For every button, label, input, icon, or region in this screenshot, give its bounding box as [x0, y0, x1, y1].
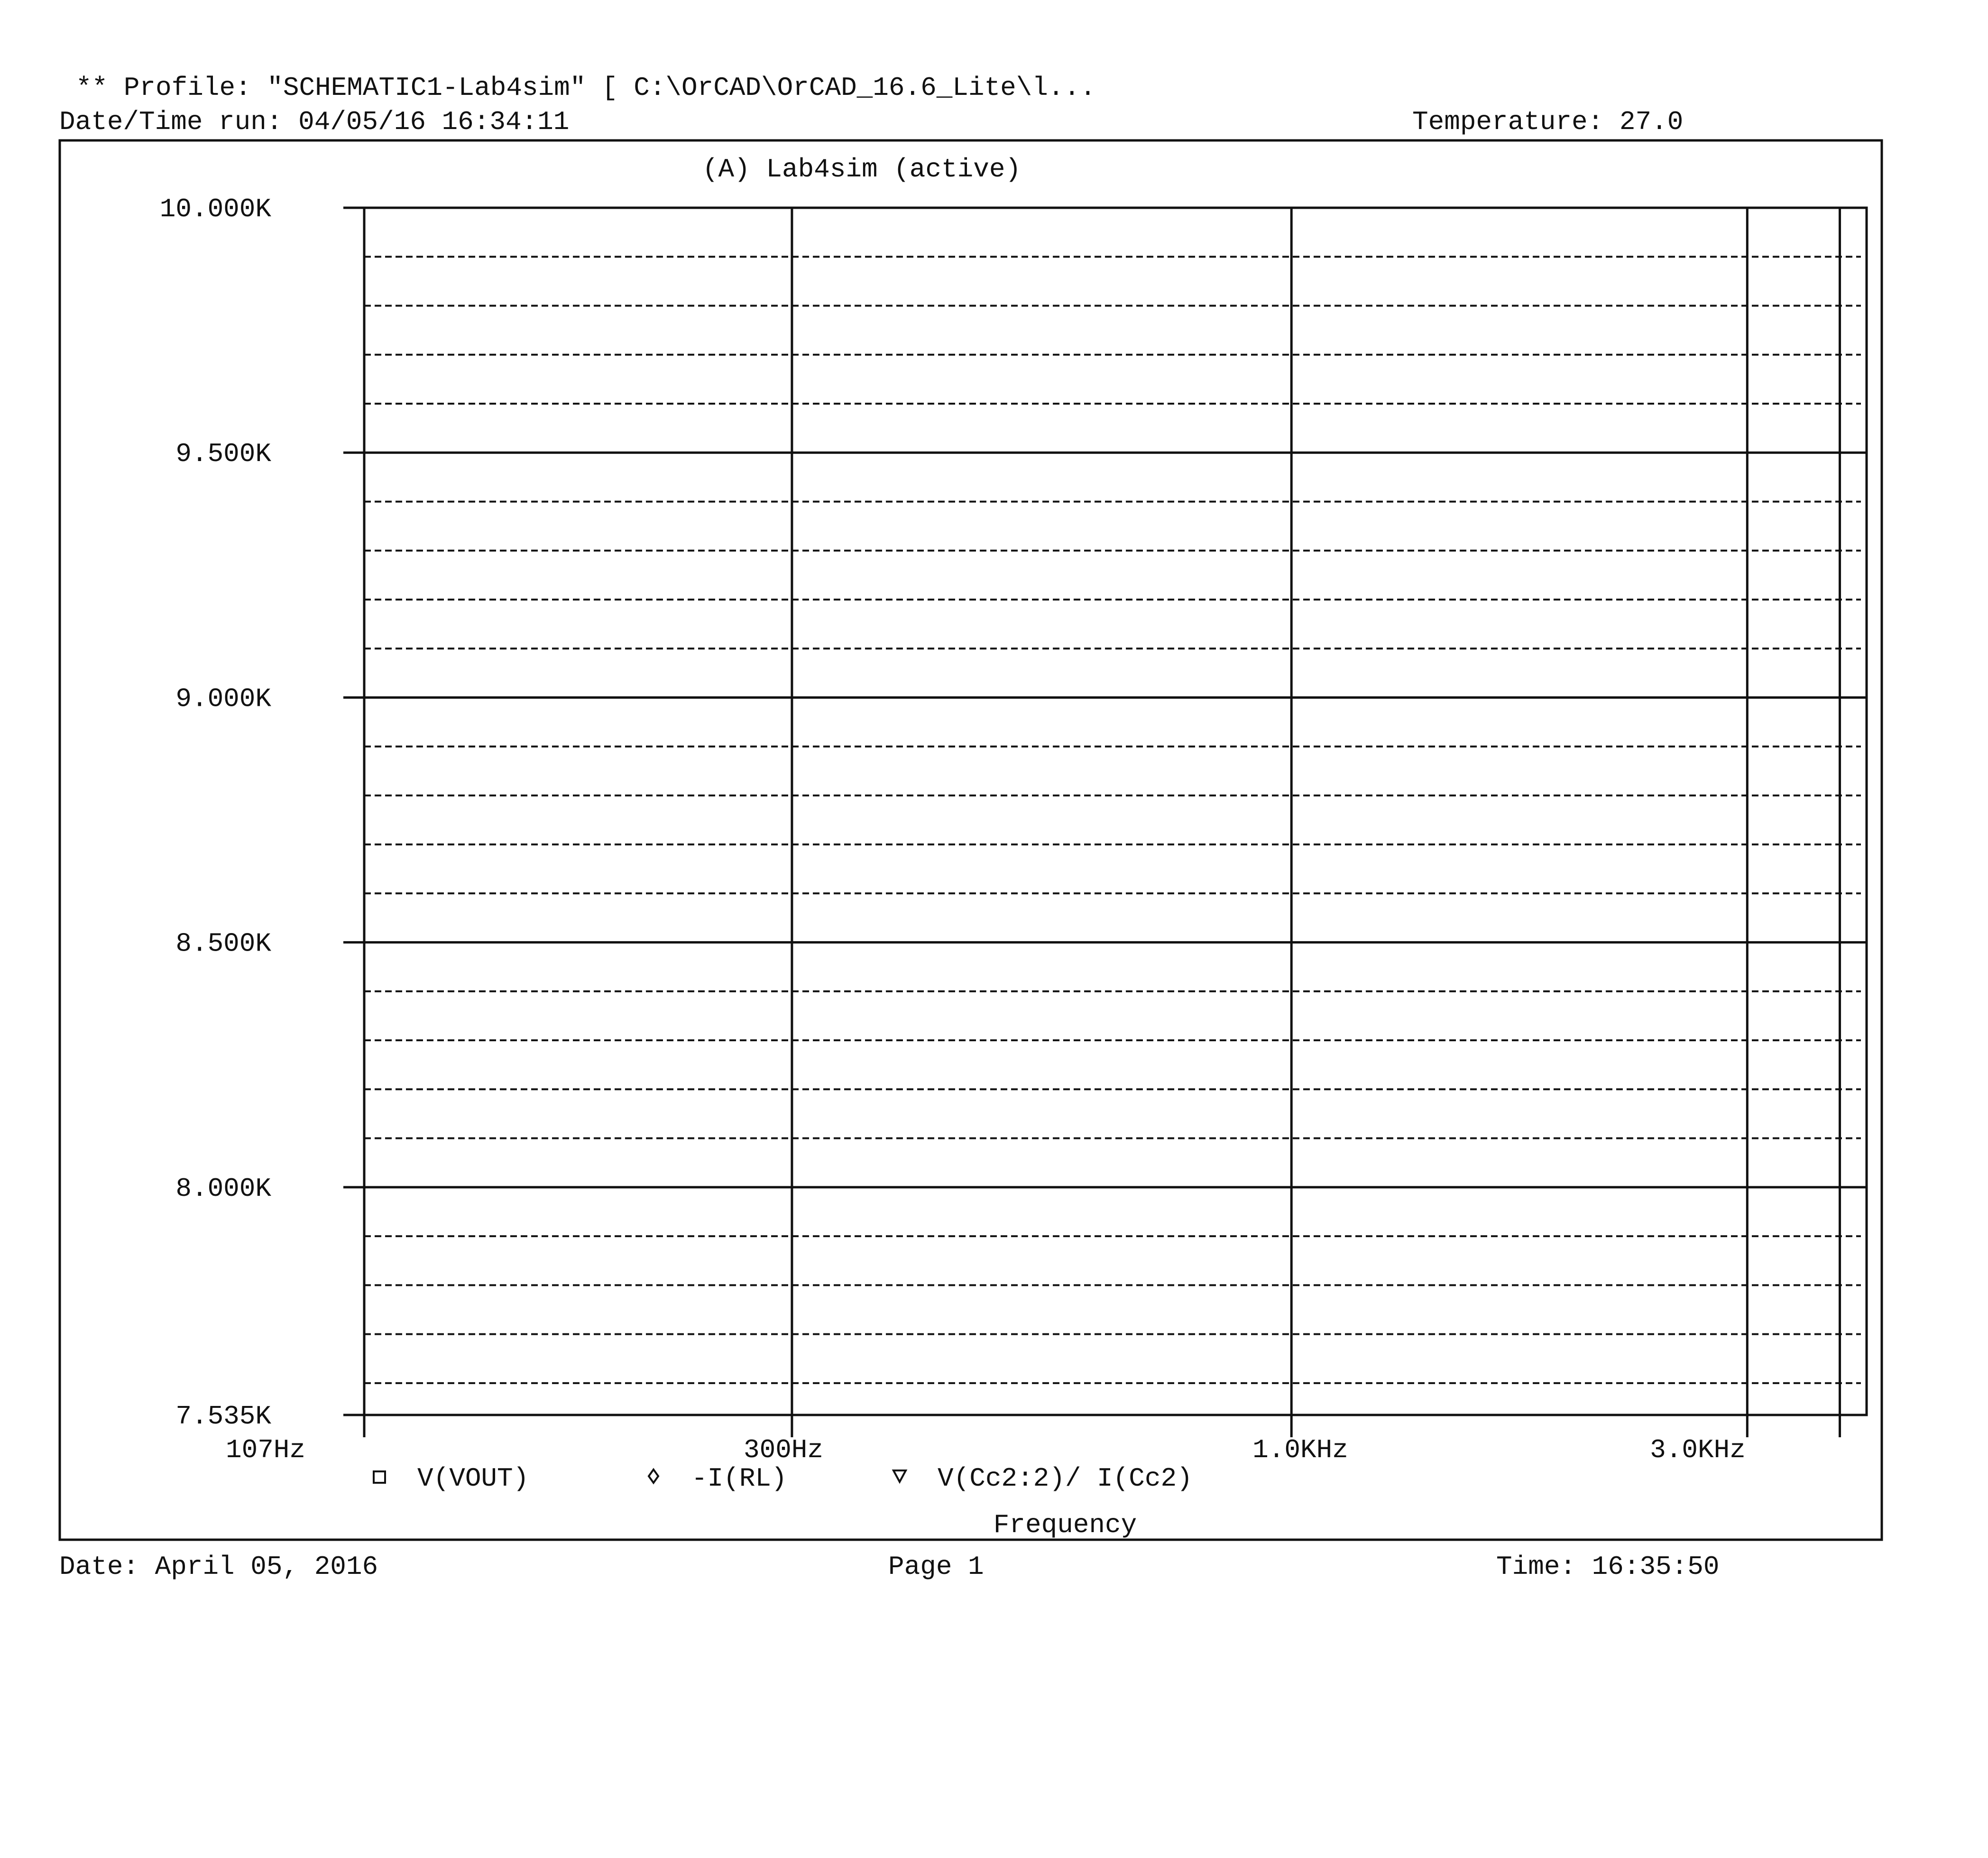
y-tick-label: 7.535K — [175, 1401, 271, 1432]
y-tick-label: 8.500K — [175, 929, 271, 959]
date-time-run: Date/Time run: 04/05/16 16:34:11 — [59, 107, 569, 137]
chart-title: (A) Lab4sim (active) — [702, 154, 1021, 185]
legend-marker-square-icon — [373, 1470, 386, 1484]
legend: V(VOUT) -I(RL) V(Cc2:2)/ I(Cc2) — [373, 1463, 1193, 1494]
y-tick-label: 10.000K — [160, 194, 272, 224]
profile-header: ** Profile: "SCHEMATIC1-Lab4sim" [ C:\Or… — [76, 73, 1096, 103]
grid-layer — [343, 206, 1868, 1437]
temperature-label: Temperature: 27.0 — [1412, 107, 1683, 137]
plot-area — [363, 206, 1868, 1416]
footer-page: Page 1 — [888, 1552, 984, 1582]
y-tick-label: 9.000K — [175, 684, 271, 714]
outer-frame — [58, 139, 1883, 1541]
x-tick-label: 3.0KHz — [1650, 1435, 1746, 1465]
x-tick-label: 1.0KHz — [1252, 1435, 1348, 1465]
footer-time: Time: 16:35:50 — [1496, 1552, 1719, 1582]
axis-layer: 10.000K 9.500K 9.000K 8.500K 8.000K 7.535K107… — [160, 194, 1746, 1465]
legend-marker-diamond-icon — [647, 1468, 660, 1485]
y-tick-label: 9.500K — [175, 439, 271, 469]
legend-entry: V(VOUT) — [417, 1463, 529, 1494]
footer-date: Date: April 05, 2016 — [59, 1552, 378, 1582]
legend-entry: V(Cc2:2)/ I(Cc2) — [938, 1463, 1193, 1494]
x-axis-label: Frequency — [994, 1510, 1137, 1540]
x-tick-label: 300Hz — [744, 1435, 823, 1465]
legend-marker-triangle-icon — [892, 1470, 908, 1484]
y-tick-label: 8.000K — [175, 1174, 271, 1204]
x-tick-label: 107Hz — [226, 1435, 305, 1465]
legend-entry: -I(RL) — [691, 1463, 787, 1494]
